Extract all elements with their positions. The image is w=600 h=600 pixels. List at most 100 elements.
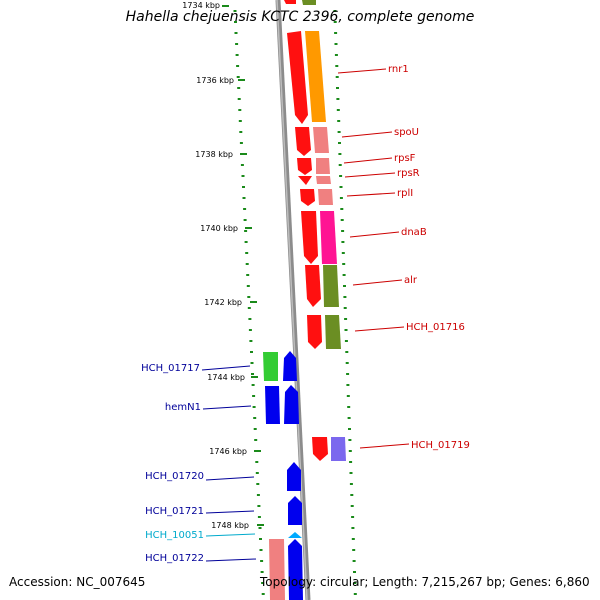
gene-label-HCH_01716[interactable]: HCH_01716 xyxy=(406,322,465,333)
track-dot xyxy=(352,560,356,562)
gene-rnr1-block[interactable] xyxy=(287,31,308,124)
gene-dnaB-partner[interactable] xyxy=(320,211,337,264)
gene-blocks-right xyxy=(284,0,346,461)
leader-line xyxy=(349,231,400,238)
track-dot xyxy=(342,274,346,276)
gene-spoU-block[interactable] xyxy=(295,127,311,156)
gene-label-spoU[interactable]: spoU xyxy=(394,127,419,138)
gene-rpsR-block[interactable] xyxy=(298,176,312,185)
gene-HCH_01722-block[interactable] xyxy=(288,539,303,600)
track-dot xyxy=(247,296,251,298)
leader-line xyxy=(354,326,405,332)
track-dot xyxy=(243,219,247,221)
gene-HCH_01717-partner[interactable] xyxy=(283,351,297,381)
topology-text: Topology: circular; Length: 7,215,267 bp… xyxy=(260,575,590,589)
track-dot xyxy=(346,395,350,397)
track-dot xyxy=(344,340,348,342)
track-dot xyxy=(254,439,258,441)
gene-HCH_01720-block[interactable] xyxy=(287,462,301,491)
gene-rplI-block[interactable] xyxy=(300,189,315,206)
gene-alr-block[interactable] xyxy=(305,265,321,307)
gene-HCH_01719-block[interactable] xyxy=(312,437,328,461)
gene-top-partial-green xyxy=(302,0,316,5)
track-dot xyxy=(353,582,357,584)
gene-label-rpsF[interactable]: rpsF xyxy=(394,153,416,164)
gene-label-HCH_01720[interactable]: HCH_01720 xyxy=(145,471,204,482)
track-dot xyxy=(339,197,343,199)
track-dot xyxy=(348,439,352,441)
gene-HCH_10051-block[interactable] xyxy=(288,532,302,538)
track-dot xyxy=(335,65,339,67)
track-dot xyxy=(340,208,344,210)
gene-label-rpsR[interactable]: rpsR xyxy=(397,168,420,179)
track-dot xyxy=(245,263,249,265)
track-dot xyxy=(342,263,346,265)
track-dot xyxy=(245,252,249,254)
track-dot xyxy=(234,21,237,23)
tick-label: 1734 kbp xyxy=(182,1,220,10)
track-dot xyxy=(350,494,354,496)
track-dot xyxy=(246,274,250,276)
gene-labels-right: rnr1 spoU rpsF rpsR rplI dnaB alr HCH_01… xyxy=(337,64,470,451)
track-dot xyxy=(242,186,245,188)
track-dot xyxy=(239,131,243,133)
gene-hemN1-partner[interactable] xyxy=(284,385,299,424)
gene-label-dnaB[interactable]: dnaB xyxy=(401,227,427,238)
track-dot xyxy=(246,285,250,287)
track-dot xyxy=(344,318,348,320)
tick-label: 1742 kbp xyxy=(204,298,242,307)
gene-label-HCH_01722[interactable]: HCH_01722 xyxy=(145,553,204,564)
gene-label-rplI[interactable]: rplI xyxy=(397,188,413,199)
gene-label-rnr1[interactable]: rnr1 xyxy=(388,64,409,75)
gene-spoU-partner[interactable] xyxy=(313,127,329,153)
track-dot xyxy=(353,571,356,573)
track-dot xyxy=(255,472,259,474)
track-dot xyxy=(250,351,253,353)
track-dot xyxy=(352,549,356,551)
leader-line xyxy=(344,172,396,178)
track-dot xyxy=(238,120,242,122)
track-dot xyxy=(336,98,340,100)
gene-rpsF-block[interactable] xyxy=(297,158,312,175)
track-dot xyxy=(248,329,252,331)
leader-line xyxy=(205,533,256,537)
track-dot xyxy=(345,351,349,353)
page-title: Hahella chejuensis KCTC 2396, complete g… xyxy=(125,9,475,25)
track-dot xyxy=(250,362,254,364)
track-dot xyxy=(235,54,239,56)
gene-HCH_01716-block[interactable] xyxy=(307,315,322,349)
gene-hemN1-block[interactable] xyxy=(265,386,280,424)
track-dot xyxy=(237,87,241,89)
gene-rplI-partner[interactable] xyxy=(318,189,333,205)
track-dot xyxy=(252,406,256,408)
track-dot xyxy=(261,593,265,595)
track-dot xyxy=(338,164,342,166)
gene-HCH_01719-partner[interactable] xyxy=(331,437,346,461)
gene-dnaB-block[interactable] xyxy=(301,211,318,264)
leader-line xyxy=(352,279,403,286)
gene-label-hemN1[interactable]: hemN1 xyxy=(165,402,201,413)
track-dot xyxy=(351,527,355,529)
track-dot xyxy=(345,362,349,364)
gene-rpsF-partner[interactable] xyxy=(316,158,330,174)
gene-HCH_01716-partner[interactable] xyxy=(325,315,341,349)
track-dot xyxy=(347,417,351,419)
gene-label-HCH_01721[interactable]: HCH_01721 xyxy=(145,506,204,517)
gene-label-HCH_10051[interactable]: HCH_10051 xyxy=(145,530,204,541)
gene-alr-partner[interactable] xyxy=(323,265,339,307)
track-dot xyxy=(343,285,346,287)
gene-HCH_01722-left-block[interactable] xyxy=(269,539,285,600)
gene-label-HCH_01719[interactable]: HCH_01719 xyxy=(411,440,470,451)
gene-rpsR-partner[interactable] xyxy=(316,176,331,184)
track-dot xyxy=(340,219,344,221)
track-dot xyxy=(255,461,259,463)
track-dot xyxy=(341,241,345,243)
track-dot xyxy=(242,197,246,199)
gene-rnr1-partner[interactable] xyxy=(305,31,326,122)
gene-label-alr[interactable]: alr xyxy=(404,275,418,286)
track-dot xyxy=(339,186,343,188)
gene-HCH_01721-block[interactable] xyxy=(288,496,302,525)
track-dot xyxy=(333,10,337,12)
gene-HCH_01717-block[interactable] xyxy=(263,352,278,381)
gene-label-HCH_01717[interactable]: HCH_01717 xyxy=(141,363,200,374)
